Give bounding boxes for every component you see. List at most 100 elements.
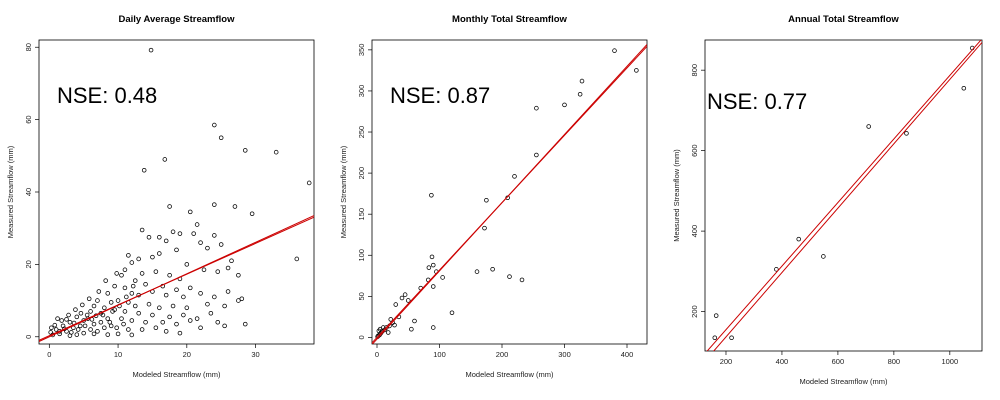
data-point	[579, 78, 585, 84]
data-point	[105, 291, 111, 296]
data-point	[78, 310, 84, 316]
plot-panel-3: Annual Total Streamflow 200 400 600 800 1000 2…	[672, 14, 983, 386]
data-point	[129, 332, 135, 338]
data-point	[198, 325, 203, 330]
reference-line	[713, 42, 982, 351]
data-point	[519, 277, 525, 283]
data-point	[218, 242, 224, 247]
data-point	[129, 260, 135, 265]
data-point	[107, 320, 113, 325]
data-point	[961, 86, 967, 91]
data-point	[122, 285, 128, 291]
data-point	[139, 271, 145, 276]
data-point	[181, 312, 186, 318]
data-point	[377, 326, 383, 332]
data-point	[153, 269, 159, 274]
x-tick-label: 0	[375, 350, 379, 359]
data-point	[821, 254, 826, 259]
data-point	[157, 234, 162, 240]
y-axis-label: Measured Streamflow (mm)	[339, 145, 348, 238]
data-point	[114, 271, 119, 276]
x-tick-label: 600	[832, 357, 845, 366]
data-point	[129, 318, 135, 323]
nse-annotation: NSE: 0.48	[57, 83, 157, 108]
x-tick-label: 200	[720, 357, 733, 366]
data-point	[80, 302, 85, 308]
data-point	[124, 294, 129, 300]
data-point	[534, 152, 539, 158]
data-point	[95, 329, 100, 334]
data-point	[187, 318, 193, 323]
data-point	[273, 149, 279, 155]
data-point	[249, 211, 255, 216]
data-point	[634, 68, 639, 73]
data-point	[796, 236, 802, 242]
data-point	[73, 307, 78, 312]
data-point	[385, 330, 391, 335]
data-point	[490, 266, 495, 272]
data-point	[212, 122, 217, 128]
data-point	[119, 316, 124, 321]
data-point	[81, 330, 86, 336]
data-point	[426, 265, 432, 270]
data-point	[53, 327, 59, 332]
data-point	[115, 331, 121, 337]
data-point	[430, 325, 436, 330]
data-point	[388, 317, 394, 322]
data-point	[75, 327, 81, 332]
data-area	[706, 40, 982, 351]
data-point	[126, 327, 131, 332]
y-tick-label: 0	[357, 335, 366, 339]
plot-panel-2: Monthly Total Streamflow 0 100 200 300 400 0 50…	[339, 14, 648, 379]
y-tick-label: 200	[690, 305, 699, 318]
plot-title: Monthly Total Streamflow	[452, 14, 567, 25]
x-tick-label: 100	[433, 350, 446, 359]
data-point	[225, 289, 231, 294]
data-point	[167, 272, 172, 278]
data-point	[105, 332, 111, 337]
data-point	[205, 301, 210, 307]
data-point	[141, 168, 147, 173]
data-point	[430, 262, 436, 268]
data-point	[412, 318, 417, 324]
data-point	[95, 298, 100, 303]
data-point	[194, 222, 200, 227]
data-point	[187, 285, 193, 291]
data-point	[562, 102, 567, 108]
data-point	[174, 321, 179, 327]
data-point	[67, 320, 73, 325]
y-axis-label: Measured Streamflow (mm)	[6, 145, 15, 238]
data-point	[98, 320, 104, 325]
data-point	[129, 291, 135, 296]
data-point	[136, 256, 141, 262]
x-tick-label: 400	[776, 357, 789, 366]
data-point	[534, 105, 539, 111]
y-tick-label: 150	[357, 208, 366, 221]
data-point	[866, 124, 871, 129]
data-point	[102, 325, 107, 330]
data-point	[402, 292, 408, 297]
data-point	[191, 231, 196, 236]
data-point	[121, 321, 126, 327]
data-point	[399, 295, 405, 301]
data-point	[48, 330, 53, 335]
data-point	[77, 323, 83, 329]
data-point	[474, 269, 480, 274]
data-point	[484, 197, 489, 203]
data-point	[157, 251, 162, 256]
data-point	[393, 302, 399, 307]
data-point	[177, 231, 183, 236]
y-tick-label: 800	[690, 64, 699, 77]
data-point	[242, 321, 248, 327]
data-point	[114, 325, 119, 330]
data-point	[146, 234, 152, 240]
data-point	[102, 305, 107, 311]
data-point	[148, 47, 154, 53]
data-point	[774, 267, 779, 272]
x-tick-label: 20	[183, 350, 191, 359]
y-tick-label: 50	[357, 292, 366, 300]
data-point	[163, 329, 169, 334]
y-tick-label: 0	[24, 335, 33, 339]
data-point	[82, 323, 88, 329]
data-point	[177, 330, 183, 336]
